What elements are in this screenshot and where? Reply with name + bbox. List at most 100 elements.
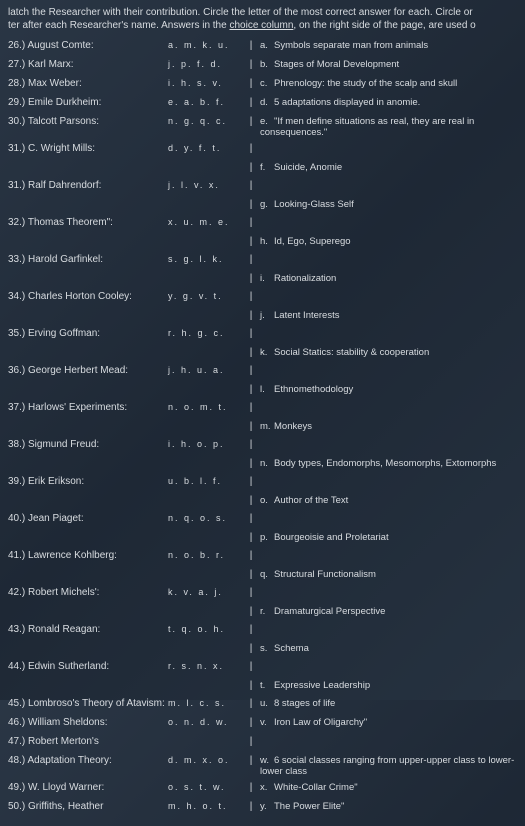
match-row: |q.Structural Functionalism	[8, 569, 517, 583]
answer-label: x.	[260, 782, 274, 793]
answer-cell: d.5 adaptations displayed in anomie.	[254, 97, 517, 108]
researcher-cell: 30.) Talcott Parsons:	[8, 116, 168, 127]
match-row: |i.Rationalization	[8, 273, 517, 287]
column-separator: |	[248, 291, 254, 302]
match-row: 26.) August Comte:a. m. k. u.|a.Symbols …	[8, 40, 517, 54]
column-separator: |	[248, 624, 254, 635]
match-row: |h.Id, Ego, Superego	[8, 236, 517, 250]
answer-cell: m.Monkeys	[254, 421, 517, 432]
answer-text: 5 adaptations displayed in anomie.	[274, 97, 420, 108]
answer-label: v.	[260, 717, 274, 728]
answer-label: t.	[260, 680, 274, 691]
match-row: 30.) Talcott Parsons:n. g. q. c.|e."If m…	[8, 116, 517, 138]
match-row: 50.) Griffiths, Heatherm. h. o. t.|y.The…	[8, 801, 517, 815]
answer-label: f.	[260, 162, 274, 173]
researcher-cell: 36.) George Herbert Mead:	[8, 365, 168, 376]
match-row: |f.Suicide, Anomie	[8, 162, 517, 176]
answer-text: Ethnomethodology	[274, 384, 353, 395]
column-separator: |	[248, 328, 254, 339]
match-row: |o.Author of the Text	[8, 495, 517, 509]
researcher-cell: 31.) C. Wright Mills:	[8, 143, 168, 154]
choice-letters: i. h. s. v.	[168, 78, 248, 88]
match-row: 27.) Karl Marx:j. p. f. d.|b.Stages of M…	[8, 59, 517, 73]
answer-text: "If men define situations as real, they …	[260, 116, 474, 138]
match-row: 28.) Max Weber:i. h. s. v.|c.Phrenology:…	[8, 78, 517, 92]
choice-letters: o. s. t. w.	[168, 782, 248, 792]
match-row: 37.) Harlows' Experiments:n. o. m. t.|	[8, 402, 517, 416]
answer-text: Structural Functionalism	[274, 569, 376, 580]
match-row: 44.) Edwin Sutherland:r. s. n. x.|	[8, 661, 517, 675]
match-row: 49.) W. Lloyd Warner:o. s. t. w.|x.White…	[8, 782, 517, 796]
matching-rows: 26.) August Comte:a. m. k. u.|a.Symbols …	[8, 40, 517, 815]
researcher-cell: 38.) Sigmund Freud:	[8, 439, 168, 450]
researcher-cell: 48.) Adaptation Theory:	[8, 755, 168, 766]
researcher-cell: 37.) Harlows' Experiments:	[8, 402, 168, 413]
answer-cell: n.Body types, Endomorphs, Mesomorphs, Ex…	[254, 458, 517, 469]
answer-label: h.	[260, 236, 274, 247]
column-separator: |	[248, 439, 254, 450]
answer-label: c.	[260, 78, 274, 89]
researcher-cell: 39.) Erik Erikson:	[8, 476, 168, 487]
column-separator: |	[248, 217, 254, 228]
answer-text: Looking-Glass Self	[274, 199, 354, 210]
answer-label: i.	[260, 273, 274, 284]
column-separator: |	[248, 180, 254, 191]
answer-label: m.	[260, 421, 274, 432]
answer-cell: p.Bourgeoisie and Proletariat	[254, 532, 517, 543]
answer-text: Expressive Leadership	[274, 680, 370, 691]
choice-letters: s. g. l. k.	[168, 254, 248, 264]
answer-cell: q.Structural Functionalism	[254, 569, 517, 580]
researcher-cell: 46.) William Sheldons:	[8, 717, 168, 728]
researcher-cell: 35.) Erving Goffman:	[8, 328, 168, 339]
answer-text: The Power Elite"	[274, 801, 344, 812]
match-row: 33.) Harold Garfinkel:s. g. l. k.|	[8, 254, 517, 268]
answer-text: Id, Ego, Superego	[274, 236, 351, 247]
answer-label: q.	[260, 569, 274, 580]
match-row: 31.) Ralf Dahrendorf:j. l. v. x.|	[8, 180, 517, 194]
choice-letters: t. q. o. h.	[168, 624, 248, 634]
answer-cell: l.Ethnomethodology	[254, 384, 517, 395]
answer-cell: k.Social Statics: stability & cooperatio…	[254, 347, 517, 358]
researcher-cell: 34.) Charles Horton Cooley:	[8, 291, 168, 302]
answer-cell: v.Iron Law of Oligarchy"	[254, 717, 517, 728]
researcher-cell: 49.) W. Lloyd Warner:	[8, 782, 168, 793]
answer-text: Symbols separate man from animals	[274, 40, 428, 51]
match-row: 41.) Lawrence Kohlberg:n. o. b. r.|	[8, 550, 517, 564]
match-row: 35.) Erving Goffman:r. h. g. c.|	[8, 328, 517, 342]
researcher-cell: 47.) Robert Merton's	[8, 736, 168, 747]
answer-label: l.	[260, 384, 274, 395]
choice-letters: r. h. g. c.	[168, 328, 248, 338]
choice-letters: n. g. q. c.	[168, 116, 248, 126]
answer-text: Phrenology: the study of the scalp and s…	[274, 78, 457, 89]
answer-label: d.	[260, 97, 274, 108]
column-separator: |	[248, 254, 254, 265]
researcher-cell: 31.) Ralf Dahrendorf:	[8, 180, 168, 191]
researcher-cell: 43.) Ronald Reagan:	[8, 624, 168, 635]
answer-cell: c.Phrenology: the study of the scalp and…	[254, 78, 517, 89]
answer-cell: t.Expressive Leadership	[254, 680, 517, 691]
column-separator: |	[248, 143, 254, 154]
answer-text: 6 social classes ranging from upper-uppe…	[260, 755, 514, 777]
researcher-cell: 42.) Robert Michels':	[8, 587, 168, 598]
choice-letters: a. m. k. u.	[168, 40, 248, 50]
answer-text: Schema	[274, 643, 309, 654]
match-row: 34.) Charles Horton Cooley:y. g. v. t.|	[8, 291, 517, 305]
choice-letters: m. h. o. t.	[168, 801, 248, 811]
answer-cell: b.Stages of Moral Development	[254, 59, 517, 70]
answer-label: r.	[260, 606, 274, 617]
answer-text: Monkeys	[274, 421, 312, 432]
choice-letters: d. y. f. t.	[168, 143, 248, 153]
match-row: |j.Latent Interests	[8, 310, 517, 324]
researcher-cell: 41.) Lawrence Kohlberg:	[8, 550, 168, 561]
researcher-cell: 44.) Edwin Sutherland:	[8, 661, 168, 672]
column-separator: |	[248, 587, 254, 598]
match-row: |t.Expressive Leadership	[8, 680, 517, 694]
answer-label: s.	[260, 643, 274, 654]
choice-letters: e. a. b. f.	[168, 97, 248, 107]
answer-text: Social Statics: stability & cooperation	[274, 347, 429, 358]
choice-letters: u. b. l. f.	[168, 476, 248, 486]
match-row: 43.) Ronald Reagan:t. q. o. h.|	[8, 624, 517, 638]
match-row: |n.Body types, Endomorphs, Mesomorphs, E…	[8, 458, 517, 472]
match-row: 46.) William Sheldons:o. n. d. w.|v.Iron…	[8, 717, 517, 731]
match-row: 29.) Emile Durkheim:e. a. b. f.|d.5 adap…	[8, 97, 517, 111]
